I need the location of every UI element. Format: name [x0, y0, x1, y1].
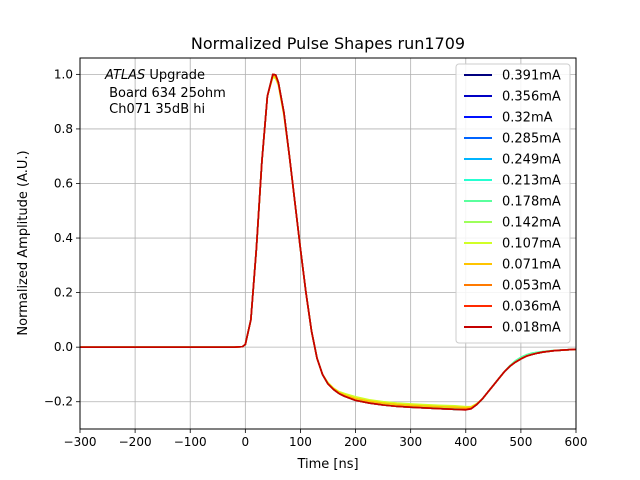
legend-label: 0.142mA — [502, 216, 561, 231]
legend-label: 0.285mA — [502, 132, 561, 147]
x-tick-label: −200 — [119, 435, 152, 449]
legend-box — [455, 63, 571, 344]
y-tick-label: −0.2 — [44, 395, 73, 409]
y-tick-label: 1.0 — [54, 67, 73, 81]
x-tick-label: 200 — [344, 435, 367, 449]
x-axis-ticks: −300 −200 −100 0 100 200 300 400 500 600 — [64, 429, 588, 449]
legend-label: 0.071mA — [502, 258, 561, 273]
legend-label: 0.178mA — [502, 195, 561, 210]
y-axis-ticks: −0.2 0.0 0.2 0.4 0.6 0.8 1.0 — [44, 67, 80, 409]
legend-label: 0.053mA — [502, 279, 561, 294]
x-tick-label: 300 — [399, 435, 422, 449]
plot-area — [80, 73, 576, 411]
y-tick-label: 0.8 — [54, 122, 73, 136]
annotation-line-2: Board 634 25ohm — [105, 86, 226, 101]
legend-label: 0.107mA — [502, 237, 561, 252]
annotation-atlas: ATLAS — [104, 68, 145, 83]
y-tick-label: 0.0 — [54, 340, 73, 354]
x-axis-label: Time [ns] — [296, 457, 358, 472]
axes-frame — [79, 57, 577, 430]
legend-label: 0.32mA — [502, 111, 553, 126]
legend-label: 0.213mA — [502, 174, 561, 189]
annotation-upgrade: Upgrade — [145, 68, 205, 83]
annotation-text: ATLAS Upgrade Board 634 25ohm Ch071 35dB… — [104, 68, 226, 117]
y-tick-label: 0.4 — [54, 231, 73, 245]
x-tick-label: 100 — [289, 435, 312, 449]
series-lines — [80, 73, 576, 411]
chart-title: Normalized Pulse Shapes run1709 — [191, 34, 465, 53]
x-tick-label: 0 — [242, 435, 250, 449]
legend-label: 0.249mA — [502, 153, 561, 168]
annotation-line-1: ATLAS Upgrade — [104, 68, 205, 83]
x-tick-label: 500 — [509, 435, 532, 449]
series-line-0.018mA — [80, 73, 576, 411]
x-tick-label: −300 — [64, 435, 97, 449]
y-tick-label: 0.2 — [54, 286, 73, 300]
x-tick-label: 600 — [565, 435, 588, 449]
y-axis-label: Normalized Amplitude (A.U.) — [16, 150, 31, 335]
legend-label: 0.036mA — [502, 300, 561, 315]
y-tick-label: 0.6 — [54, 176, 73, 190]
x-tick-label: −100 — [174, 435, 207, 449]
annotation-line-3: Ch071 35dB hi — [105, 102, 205, 117]
legend-label: 0.391mA — [502, 69, 561, 84]
x-tick-label: 400 — [454, 435, 477, 449]
legend-label: 0.356mA — [502, 90, 561, 105]
legend: 0.391mA 0.356mA 0.32mA 0.285mA 0.249mA 0.213m… — [455, 63, 571, 344]
legend-label: 0.018mA — [502, 321, 561, 336]
